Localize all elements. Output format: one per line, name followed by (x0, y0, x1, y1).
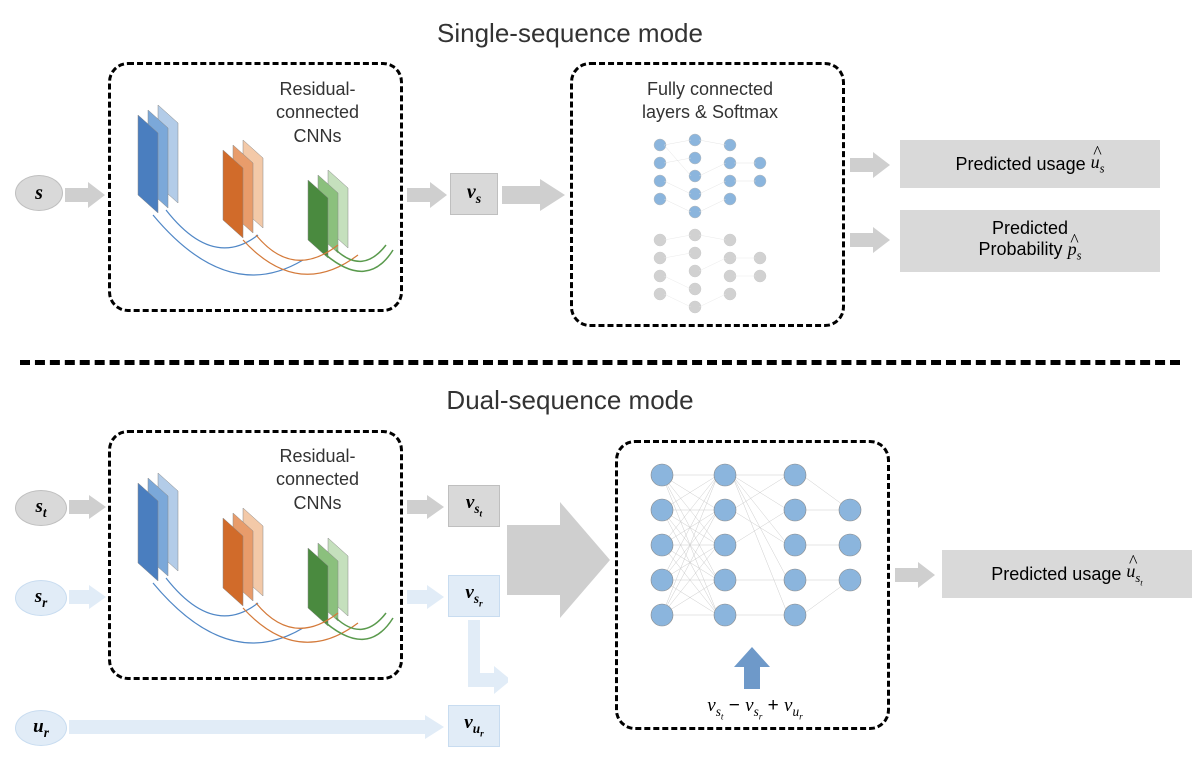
arrow-cnn-to-vs (405, 180, 450, 210)
input-st: st (15, 490, 67, 526)
arrow-s-to-cnn (63, 180, 108, 210)
vector-vs: vs (450, 173, 498, 215)
output-usage-st: Predicted usage ust (942, 550, 1192, 598)
title-single: Single-sequence mode (360, 18, 780, 49)
arrow-ur-to-vur (67, 713, 447, 741)
vector-vsr: vsr (448, 575, 500, 617)
vector-vur: vur (448, 705, 500, 747)
arrow-cnn-to-vsr (405, 583, 447, 611)
cnn-layers-top (118, 95, 398, 305)
formula: vst − vsr + vur (635, 695, 875, 722)
output-prob-s: Predicted Probability ps (900, 210, 1160, 272)
input-s: s (15, 175, 63, 211)
arrow-vs-to-fc (500, 178, 568, 212)
blue-up-arrow (732, 645, 772, 691)
output-usage-s: Predicted usage us (900, 140, 1160, 188)
divider (20, 360, 1180, 365)
arrow-fc-to-usage (848, 150, 893, 180)
nn-small-bottom (640, 225, 780, 315)
arrow-vsr-down (468, 618, 508, 708)
arrow-st-to-cnn (67, 493, 109, 521)
arrow-fc-to-prob (848, 225, 893, 255)
arrow-sr-to-cnn (67, 583, 109, 611)
input-ur: ur (15, 710, 67, 746)
nn-big (640, 455, 870, 645)
vector-vst: vst (448, 485, 500, 527)
arrow-cnn-to-vst (405, 493, 447, 521)
nn-small-top (640, 130, 780, 220)
title-dual: Dual-sequence mode (360, 385, 780, 416)
fc-label: Fully connected layers & Softmax (595, 78, 825, 125)
input-sr: sr (15, 580, 67, 616)
big-arrow (505, 500, 615, 620)
cnn-layers-bottom (118, 463, 398, 673)
arrow-nn-to-out (893, 560, 938, 590)
